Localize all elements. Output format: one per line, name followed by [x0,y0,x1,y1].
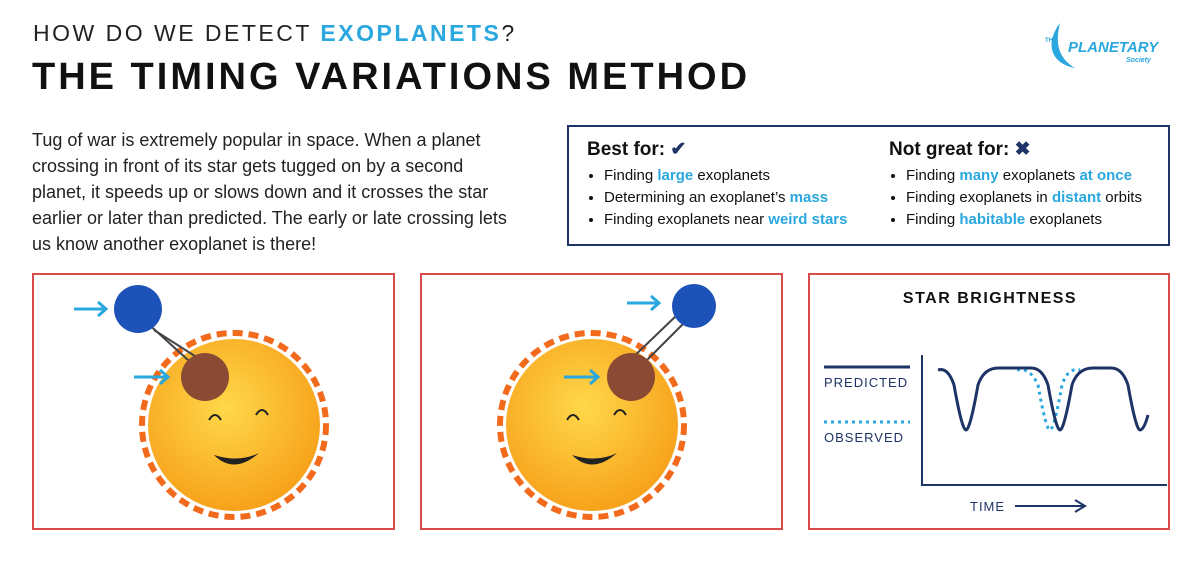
t: mass [789,189,829,206]
t: Finding [906,167,960,184]
intro: Tug of war is extremely popular in space… [32,130,507,254]
panel-2 [420,273,783,530]
t: large [657,167,694,184]
t: exoplanets [1025,211,1102,228]
panel-1 [32,273,395,530]
t: orbits [1101,189,1142,206]
kicker-highlight: EXOPLANETS [320,20,502,46]
kicker: HOW DO WE DETECT EXOPLANETS? [33,20,517,47]
item: Finding exoplanets near weird stars [604,209,848,231]
sun [148,339,320,511]
illustration [497,284,716,520]
t: distant [1051,189,1102,206]
sun [506,339,678,511]
check-icon: ✔ [670,139,687,160]
time-arrow [1015,499,1087,513]
list: Finding large exoplanets Determining an … [587,165,848,231]
t: exoplanets [693,167,770,184]
kicker-text: HOW DO WE DETECT [33,20,321,46]
sun-flames [497,330,687,520]
x-label: TIME [970,499,1005,514]
outer-planet [672,284,716,328]
pros-cons-box: Best for: ✔ Finding large exoplanets Det… [567,125,1170,246]
axes [921,355,1167,486]
logo-name: PLANETARY [1068,39,1160,56]
panel-3: STAR BRIGHTNESS PREDICTED OBSERVED TIME [808,273,1170,530]
arrow [564,368,601,386]
t: Finding [906,211,960,228]
inner-planet [181,353,229,401]
item: Determining an exoplanet’s mass [604,187,848,209]
sun-mouth [214,453,259,465]
list: Finding many exoplanets at once Finding … [889,165,1142,231]
legend-label: PREDICTED [824,375,908,390]
sun-eyes [208,409,269,421]
sun-flames [139,330,329,520]
predicted-curve [937,366,1150,432]
kicker-text: ? [501,20,517,46]
item: Finding large exoplanets [604,165,848,187]
logo: THE PLANETARY Society [1045,23,1160,68]
title: THE TIMING VARIATIONS METHOD [32,56,751,98]
item: Finding exoplanets in distant orbits [906,187,1142,209]
t: Determining an exoplanet’s [604,189,790,206]
sun-mouth [572,453,617,465]
logo-the: THE [1045,38,1057,44]
outer-planet [114,285,162,333]
t: Finding [604,167,658,184]
t: Finding exoplanets in [906,189,1052,206]
t: at once [1079,167,1132,184]
panel-title: STAR BRIGHTNESS [903,290,1077,307]
logo-society: Society [1126,57,1152,64]
legend-label: OBSERVED [824,430,904,445]
heading-text: Not great for: [889,139,1010,160]
arrow [627,294,662,312]
heading: Best for: ✔ [587,139,848,161]
not-great-for: Not great for: ✖ Finding many exoplanets… [889,139,1142,231]
sun-eyes [566,409,627,421]
t: exoplanets [998,167,1080,184]
heading: Not great for: ✖ [889,139,1142,161]
logo-swoosh [1051,23,1075,68]
brightness-diagram: STAR BRIGHTNESS PREDICTED OBSERVED TIME [824,290,1167,514]
arrow [134,368,171,386]
t: many [959,167,999,184]
arrow [74,300,109,318]
item: Finding many exoplanets at once [906,165,1142,187]
x-icon: ✖ [1014,139,1031,160]
best-for: Best for: ✔ Finding large exoplanets Det… [587,139,848,231]
t: weird stars [768,211,848,228]
illustration [74,285,329,520]
t: Finding exoplanets near [604,211,769,228]
inner-planet [607,353,655,401]
heading-text: Best for: [587,139,666,160]
item: Finding habitable exoplanets [906,209,1142,231]
t: habitable [959,211,1026,228]
